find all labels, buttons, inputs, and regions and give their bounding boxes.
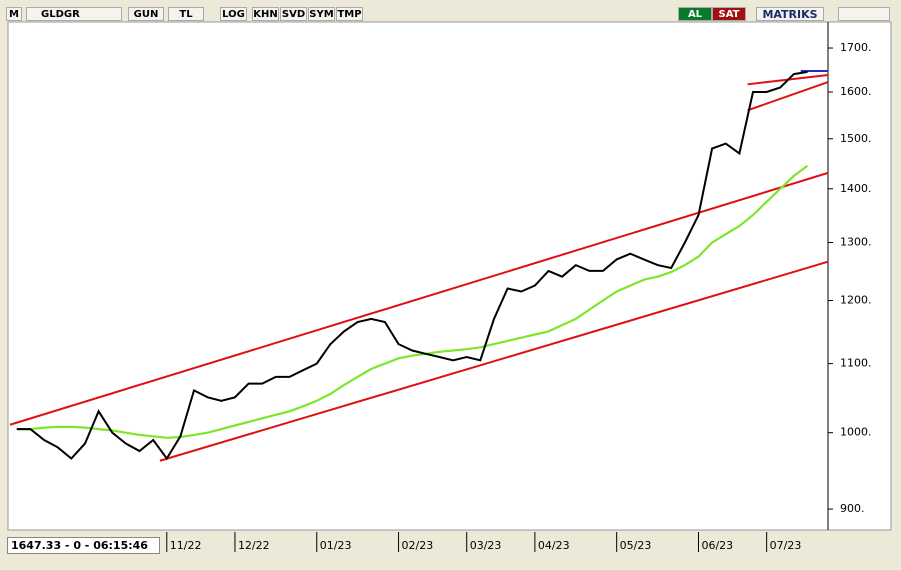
brand: MATRIKS <box>756 7 824 21</box>
y-tick-label: 1200. <box>840 294 872 307</box>
sell-button[interactable]: SAT <box>712 7 746 21</box>
toolbar-button[interactable]: KHN <box>252 7 279 21</box>
x-tick-label: 02/23 <box>402 539 434 552</box>
toolbar-button[interactable]: TL <box>168 7 204 21</box>
trend-line <box>747 81 829 112</box>
x-tick-label: 12/22 <box>238 539 270 552</box>
window-buttons[interactable] <box>838 7 890 21</box>
price-line <box>16 164 809 439</box>
price-line <box>16 70 808 461</box>
toolbar-button[interactable]: LOG <box>220 7 247 21</box>
y-tick-label: 1400. <box>840 182 872 195</box>
x-tick-label: 03/23 <box>470 539 502 552</box>
x-tick-label: 05/23 <box>620 539 652 552</box>
logo: M <box>6 7 22 21</box>
x-tick-label: 06/23 <box>701 539 733 552</box>
toolbar-button[interactable]: GUN <box>128 7 164 21</box>
y-tick-label: 1000. <box>840 426 872 439</box>
y-tick-label: 1700. <box>840 41 872 54</box>
toolbar-button[interactable]: TMP <box>336 7 363 21</box>
trend-line <box>159 260 829 462</box>
y-tick-label: 1600. <box>840 85 872 98</box>
y-tick-label: 1500. <box>840 132 872 145</box>
y-tick-label: 1100. <box>840 357 872 370</box>
y-tick-label: 900. <box>840 502 865 515</box>
toolbar-button[interactable]: SYM <box>308 7 335 21</box>
x-tick-label: 01/23 <box>320 539 352 552</box>
plot-frame <box>7 21 892 531</box>
toolbar-button[interactable]: SVD <box>280 7 307 21</box>
x-tick-label: 11/22 <box>170 539 202 552</box>
trend-line <box>9 171 829 426</box>
x-tick-label: 04/23 <box>538 539 570 552</box>
status: 1647.33 - 0 - 06:15:46 <box>7 537 160 554</box>
y-tick-label: 1300. <box>840 235 872 248</box>
buy-button[interactable]: AL <box>678 7 712 21</box>
symbol-box[interactable]: GLDGR <box>26 7 122 21</box>
x-tick-label: 07/23 <box>770 539 802 552</box>
